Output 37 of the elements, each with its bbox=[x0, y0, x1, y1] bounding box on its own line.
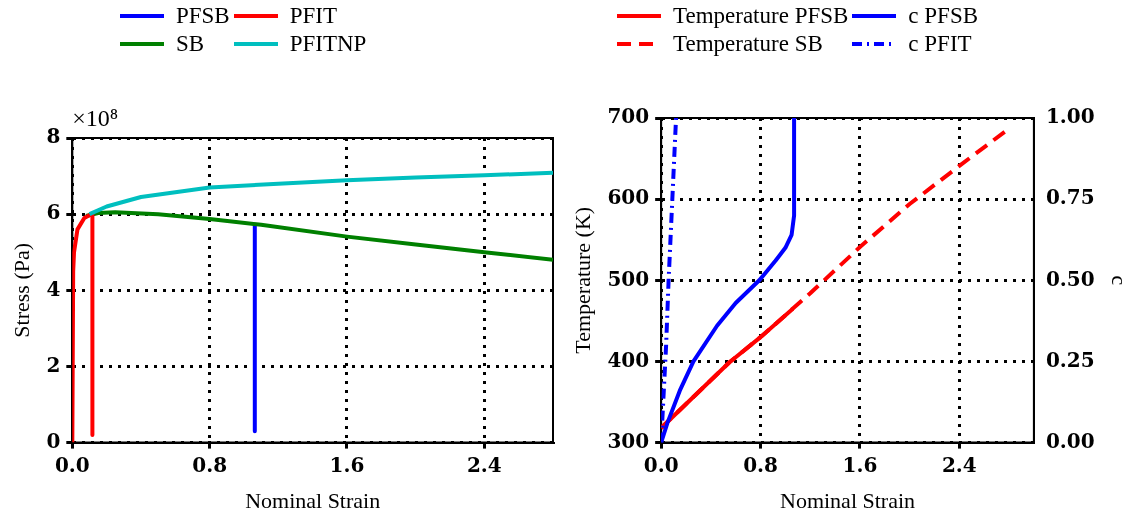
y-tick-label: 600 bbox=[607, 185, 650, 210]
y-tick-label: 2 bbox=[46, 352, 61, 377]
legend-label: Temperature SB bbox=[673, 31, 823, 57]
x-tick-label: 0.0 bbox=[54, 452, 90, 477]
x-tick-label: 1.6 bbox=[329, 452, 365, 477]
y-axis-title: Stress (Pa) bbox=[8, 242, 34, 338]
legend-label: PFITNP bbox=[289, 31, 367, 57]
legend-label: Temperature PFSB bbox=[673, 3, 849, 29]
y-axis-title: Temperature (K) bbox=[569, 206, 595, 354]
x-tick-label: 2.4 bbox=[941, 452, 977, 477]
y-tick-label: 700 bbox=[607, 104, 650, 129]
y2-tick-label: 1.00 bbox=[1045, 104, 1095, 129]
y2-tick-label: 0.00 bbox=[1045, 428, 1095, 453]
x-axis-title: Nominal Strain bbox=[245, 487, 381, 513]
x-tick-label: 1.6 bbox=[842, 452, 878, 477]
y-tick-label: 500 bbox=[607, 266, 650, 291]
x-axis-title: Nominal Strain bbox=[780, 487, 916, 513]
legend-label: PFSB bbox=[176, 3, 230, 29]
y-tick-label: 6 bbox=[46, 200, 61, 225]
y-tick-label: 300 bbox=[607, 428, 650, 453]
y2-tick-label: 0.50 bbox=[1045, 266, 1095, 291]
y2-tick-label: 0.75 bbox=[1045, 185, 1095, 210]
legend-label: SB bbox=[176, 31, 205, 57]
y2-tick-label: 0.25 bbox=[1045, 347, 1095, 372]
y-tick-label: 0 bbox=[46, 428, 61, 453]
y-tick-label: 400 bbox=[607, 347, 650, 372]
x-tick-label: 2.4 bbox=[466, 452, 502, 477]
y-tick-label: 4 bbox=[46, 276, 61, 301]
y2-axis-title: c bbox=[1107, 275, 1133, 286]
legend-label: PFIT bbox=[289, 3, 338, 29]
legend-label: c PFIT bbox=[908, 31, 972, 57]
y-tick-label: 8 bbox=[46, 124, 61, 149]
legend-label: c PFSB bbox=[908, 3, 979, 29]
x-tick-label: 0.0 bbox=[643, 452, 679, 477]
x-tick-label: 0.8 bbox=[743, 452, 778, 477]
x-tick-label: 0.8 bbox=[192, 452, 228, 477]
text: ×10⁸ bbox=[72, 105, 119, 132]
